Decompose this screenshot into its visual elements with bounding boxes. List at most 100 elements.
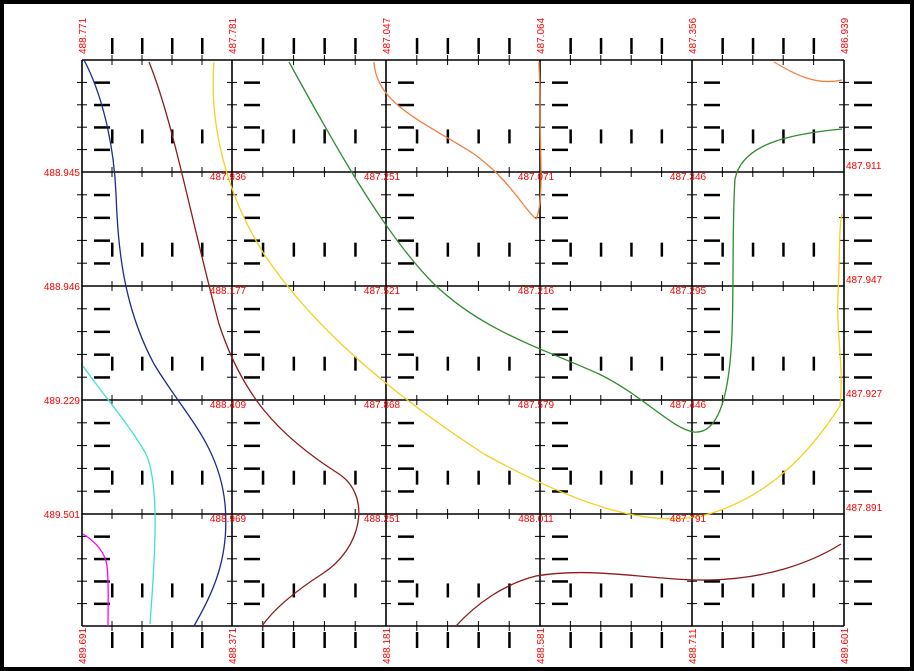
spot-annotation [552,421,568,425]
spot-annotation [599,632,603,648]
spot-annotation [141,632,144,648]
spot-annotation [704,353,720,356]
spot-annotation [782,129,785,144]
elevation-label: 488.251 [364,514,401,525]
spot-annotation [244,148,260,152]
spot-annotation [261,38,265,54]
spot-annotation [111,242,114,257]
spot-annotation [94,148,110,152]
spot-annotation [477,632,480,648]
spot-annotation [854,81,872,84]
spot-annotation [569,242,572,257]
elevation-label: 487.071 [518,172,555,183]
spot-annotation [446,242,450,257]
spot-annotation [398,353,414,356]
elevation-label: 487.781 [228,17,239,54]
spot-annotation [354,583,357,598]
spot-annotation [446,356,450,371]
spot-annotation [323,129,326,144]
spot-annotation [854,490,872,493]
spot-annotation [751,632,755,648]
spot-annotation [704,330,720,334]
spot-annotation [244,421,260,425]
spot-annotation [704,126,720,129]
spot-annotation [94,307,110,311]
spot-annotation [782,632,785,648]
spot-annotation [569,583,572,598]
contour-navy [83,59,227,627]
spot-annotation [721,470,724,485]
spot-annotation [415,356,419,371]
contour-magenta [82,533,109,627]
spot-annotation [552,307,568,311]
spot-annotation [323,583,326,598]
spot-annotation [398,193,414,197]
spot-annotation [111,632,114,648]
spot-annotation [552,444,568,448]
spot-annotation [244,535,260,538]
spot-annotation [398,262,414,265]
spot-annotation [552,126,568,129]
spot-annotation [854,126,872,129]
spot-annotation [244,103,260,107]
spot-annotation [782,356,785,371]
spot-annotation [630,242,633,257]
spot-annotation [704,444,720,448]
elevation-label: 488.581 [536,627,547,664]
spot-annotation [398,126,414,129]
elevation-label: 489.229 [44,396,81,407]
spot-annotation [630,129,633,144]
spot-annotation [477,242,480,257]
spot-annotation [552,262,568,265]
spot-annotation [854,467,872,470]
spot-annotation [323,38,326,54]
spot-annotation [552,467,568,470]
spot-annotation [141,242,144,257]
spot-annotation [111,38,114,54]
spot-annotation [261,242,265,257]
elevation-label: 489.691 [78,627,89,664]
spot-annotation [244,126,260,129]
spot-annotation [552,216,568,220]
spot-annotation [704,535,720,538]
spot-annotation [141,129,144,144]
spot-annotation [292,242,296,257]
spot-annotation [599,356,603,371]
spot-annotation [94,81,110,84]
spot-annotation [354,632,357,648]
spot-annotation [477,470,480,485]
spot-annotation [244,262,260,265]
spot-annotation [569,470,572,485]
elevation-label: 487.911 [846,161,882,172]
spot-annotation [854,193,872,197]
spot-annotation [854,216,872,220]
elevation-label: 489.501 [44,510,81,521]
elevation-label: 487.064 [536,17,547,54]
spot-annotation [599,129,603,144]
elevation-labels: 488.771 487.781 487.047 487.064 487.356 486.9… [44,17,883,664]
spot-annotation [660,632,664,648]
elevation-label: 487.521 [364,286,401,297]
spot-annotation [812,38,816,54]
spot-annotation [751,242,755,257]
spot-annotation [398,239,414,242]
spot-annotation [704,602,720,606]
spot-annotation [704,376,720,379]
spot-annotation [704,148,720,152]
spot-annotation [398,148,414,152]
spot-annotation [660,583,664,598]
spot-annotation [751,356,755,371]
spot-annotation [599,38,603,54]
spot-annotation [782,242,785,257]
elevation-label: 487.251 [364,172,401,183]
spot-annotation [704,216,720,220]
spot-annotation [292,583,296,598]
elevation-label: 487.891 [846,503,883,514]
spot-annotation [94,330,110,334]
spot-annotation [854,239,872,242]
spot-annotation [261,356,265,371]
spot-annotation [398,557,414,561]
spot-annotation [292,470,296,485]
spot-annotation [704,467,720,470]
spot-annotation [812,356,816,371]
